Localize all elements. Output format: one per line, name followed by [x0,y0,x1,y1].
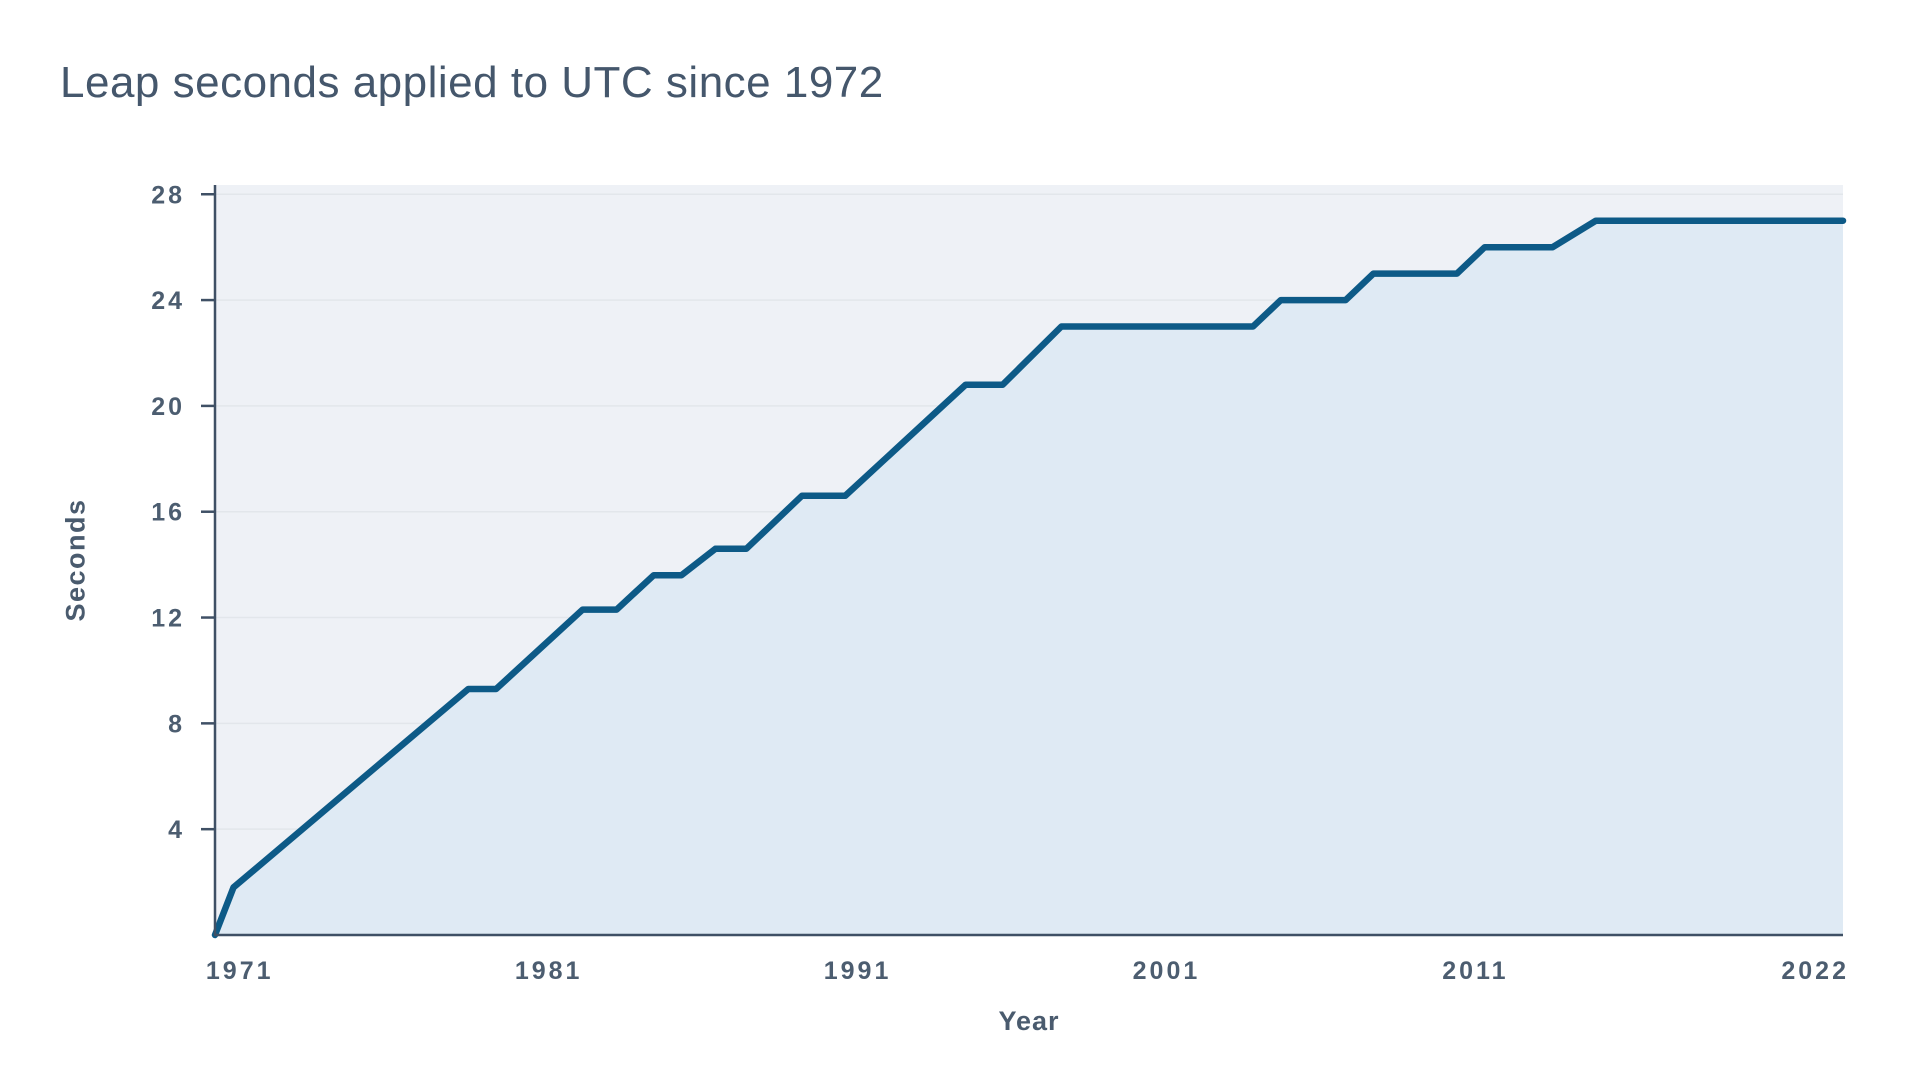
y-tick-label: 4 [168,816,185,844]
x-tick-label: 1991 [824,957,892,985]
y-tick-label: 8 [168,710,185,738]
area-fill [215,220,1843,935]
x-tick-labels: 1971 1981 1991 2001 2011 2022 [206,957,1849,985]
y-tick-label: 24 [151,287,185,315]
y-tick-label: 12 [151,605,185,633]
y-tick-label: 28 [151,181,185,209]
x-tick-label: 2001 [1133,957,1201,985]
x-tick-label: 2011 [1442,957,1508,985]
data-line [211,217,1847,939]
x-tick-label: 1981 [515,957,583,985]
x-tick-label: 2022 [1781,957,1849,985]
y-tick-marks [201,193,215,831]
chart-title: Leap seconds applied to UTC since 1972 [60,58,884,107]
y-tick-labels: 4 8 12 16 20 24 28 [151,181,185,844]
x-tick-label: 1971 [206,957,274,985]
axes [213,185,1843,937]
y-tick-label: 16 [151,499,185,527]
y-axis-title: Seconds [60,498,91,622]
x-axis-title: Year [998,1006,1060,1036]
y-tick-label: 20 [151,393,185,421]
